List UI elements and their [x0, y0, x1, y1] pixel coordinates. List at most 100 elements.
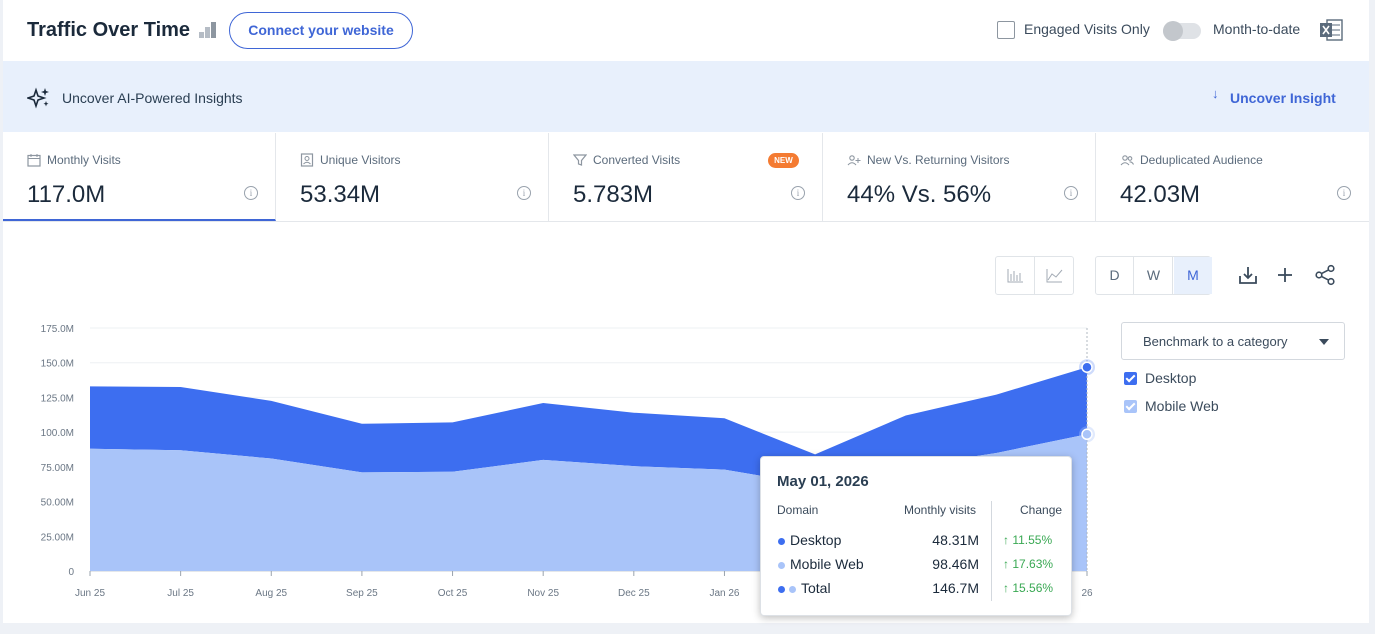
add-icon[interactable]	[1274, 264, 1296, 286]
funnel-icon	[573, 154, 587, 166]
granularity-week-button[interactable]: W	[1135, 257, 1173, 294]
info-icon[interactable]: i	[1064, 186, 1078, 200]
desktop-dot-icon	[778, 586, 785, 593]
tooltip-row-name: Total	[801, 580, 831, 596]
tooltip-row-change: ↑ 11.55%	[1003, 533, 1053, 547]
benchmark-dropdown[interactable]: Benchmark to a category	[1121, 322, 1345, 360]
change-value: 11.55%	[1012, 533, 1053, 547]
metric-new-vs-returning[interactable]: New Vs. Returning Visitors 44% Vs. 56% i	[823, 133, 1096, 221]
info-icon[interactable]: i	[791, 186, 805, 200]
tooltip-row-change: ↑ 15.56%	[1003, 581, 1054, 595]
change-value: 15.56%	[1012, 581, 1054, 595]
info-icon[interactable]: i	[517, 186, 531, 200]
x-tick-label: Dec 25	[618, 588, 650, 599]
info-icon[interactable]: i	[1337, 186, 1351, 200]
tooltip-row-value: 98.46M	[932, 556, 979, 572]
tooltip-header-visits: Monthly visits	[904, 503, 977, 517]
x-tick-label: Jan 26	[709, 588, 739, 599]
bar-chart-icon[interactable]	[996, 257, 1035, 294]
mobile-marker	[1081, 428, 1093, 441]
traffic-area-chart: 0 25.00M 50.00M 75.00M 100.0M 125.0M 150.0M 175…	[41, 324, 1095, 599]
legend-label: Mobile Web	[1145, 398, 1219, 414]
y-tick-label: 100.0M	[41, 428, 74, 439]
chart-type-switcher	[995, 256, 1074, 295]
granularity-day-button[interactable]: D	[1096, 257, 1134, 294]
people-icon	[1120, 155, 1134, 166]
y-tick-label: 25.00M	[41, 532, 74, 543]
connect-website-button[interactable]: Connect your website	[229, 12, 413, 49]
share-icon[interactable]	[1314, 264, 1336, 286]
metric-label: Monthly Visits	[47, 153, 121, 167]
metric-label: New Vs. Returning Visitors	[867, 153, 1010, 167]
arrow-down-icon: ↓	[1212, 86, 1219, 101]
excel-export-icon[interactable]	[1319, 19, 1343, 41]
x-tick-label: Jun 25	[75, 588, 105, 599]
metric-label: Unique Visitors	[320, 153, 401, 167]
legend-item-desktop[interactable]: Desktop	[1124, 370, 1324, 388]
benchmark-label: Benchmark to a category	[1143, 334, 1288, 349]
tooltip-header-domain: Domain	[777, 503, 819, 517]
tooltip-row-value: 146.7M	[932, 580, 979, 596]
chart-tooltip: May 01, 2026 Domain Monthly visits Chang…	[760, 456, 1072, 616]
new-badge: NEW	[768, 153, 799, 168]
granularity-switcher: D W M	[1095, 256, 1212, 295]
y-tick-label: 75.00M	[41, 463, 74, 474]
x-tick-label: Nov 25	[527, 588, 559, 599]
person-card-icon	[300, 153, 314, 167]
metric-value: 5.783M	[573, 181, 654, 208]
ai-insights-banner: Uncover AI-Powered Insights ↓ Uncover In…	[3, 61, 1369, 132]
tooltip-row-mobile-web: Mobile Web 98.46M ↑ 17.63%	[761, 556, 1073, 576]
legend-item-mobile-web[interactable]: Mobile Web	[1124, 398, 1324, 416]
tooltip-row-desktop: Desktop 48.31M ↑ 11.55%	[761, 532, 1073, 552]
caret-down-icon	[1319, 339, 1329, 345]
legend-label: Desktop	[1145, 370, 1197, 386]
desktop-marker	[1081, 361, 1093, 373]
change-value: 17.63%	[1012, 557, 1054, 571]
x-tick-label: Oct 25	[438, 588, 468, 599]
x-tick-label: Sep 25	[346, 588, 378, 599]
metric-label: Converted Visits	[593, 153, 681, 167]
download-icon[interactable]	[1237, 264, 1259, 286]
tooltip-header-change: Change	[1020, 503, 1063, 517]
info-icon[interactable]: i	[244, 186, 258, 200]
metric-value: 53.34M	[300, 181, 381, 208]
rank-bars-icon[interactable]	[199, 22, 217, 38]
metric-value: 117.0M	[27, 181, 106, 208]
mobile-dot-icon	[789, 586, 796, 593]
desktop-dot-icon	[778, 538, 785, 545]
ai-insights-label: Uncover AI-Powered Insights	[62, 90, 243, 106]
line-chart-icon[interactable]	[1035, 257, 1074, 294]
y-tick-label: 175.0M	[41, 324, 74, 335]
tooltip-row-total: Total 146.7M ↑ 15.56%	[761, 580, 1073, 600]
engaged-visits-checkbox[interactable]	[997, 21, 1015, 39]
legend-checkbox[interactable]	[1124, 400, 1137, 413]
traffic-card: Traffic Over Time Connect your website E…	[3, 0, 1369, 623]
tooltip-row-value: 48.31M	[932, 532, 979, 548]
metric-monthly-visits[interactable]: Monthly Visits 117.0M i	[3, 133, 276, 221]
engaged-visits-label: Engaged Visits Only	[1024, 21, 1150, 37]
metric-unique-visitors[interactable]: Unique Visitors 53.34M i	[276, 133, 549, 221]
month-to-date-label: Month-to-date	[1213, 21, 1301, 37]
person-plus-icon	[847, 155, 861, 166]
y-tick-label: 125.0M	[41, 393, 74, 404]
x-tick-label: Jul 25	[167, 588, 194, 599]
desktop-area	[90, 367, 1087, 485]
month-to-date-toggle[interactable]	[1163, 21, 1201, 41]
y-tick-label: 50.00M	[41, 498, 74, 509]
calendar-icon	[27, 154, 41, 167]
tooltip-divider	[991, 501, 992, 601]
metric-deduplicated-audience[interactable]: Deduplicated Audience 42.03M i	[1096, 133, 1369, 221]
metric-converted-visits[interactable]: Converted Visits NEW 5.783M i	[549, 133, 823, 221]
uncover-insight-link[interactable]: Uncover Insight	[1230, 90, 1336, 106]
metric-value: 44% Vs. 56%	[847, 181, 992, 208]
metrics-row: Monthly Visits 117.0M i Unique Visitors …	[3, 133, 1369, 222]
granularity-month-button[interactable]: M	[1174, 257, 1212, 294]
y-tick-label: 0	[68, 567, 74, 578]
y-tick-label: 150.0M	[41, 359, 74, 370]
sparkles-icon	[25, 87, 51, 109]
tooltip-row-name: Mobile Web	[790, 556, 864, 572]
legend-checkbox[interactable]	[1124, 372, 1137, 385]
metric-value: 42.03M	[1120, 181, 1201, 208]
x-tick-label: Aug 25	[255, 588, 287, 599]
x-tick-label: 26	[1081, 588, 1093, 599]
